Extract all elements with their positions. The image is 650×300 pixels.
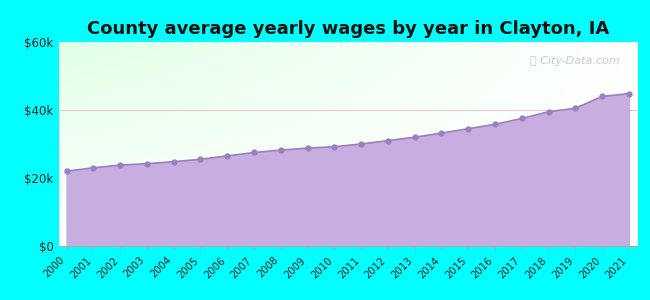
Title: County average yearly wages by year in Clayton, IA: County average yearly wages by year in C… (86, 20, 609, 38)
Text: ⓘ City-Data.com: ⓘ City-Data.com (530, 56, 619, 66)
